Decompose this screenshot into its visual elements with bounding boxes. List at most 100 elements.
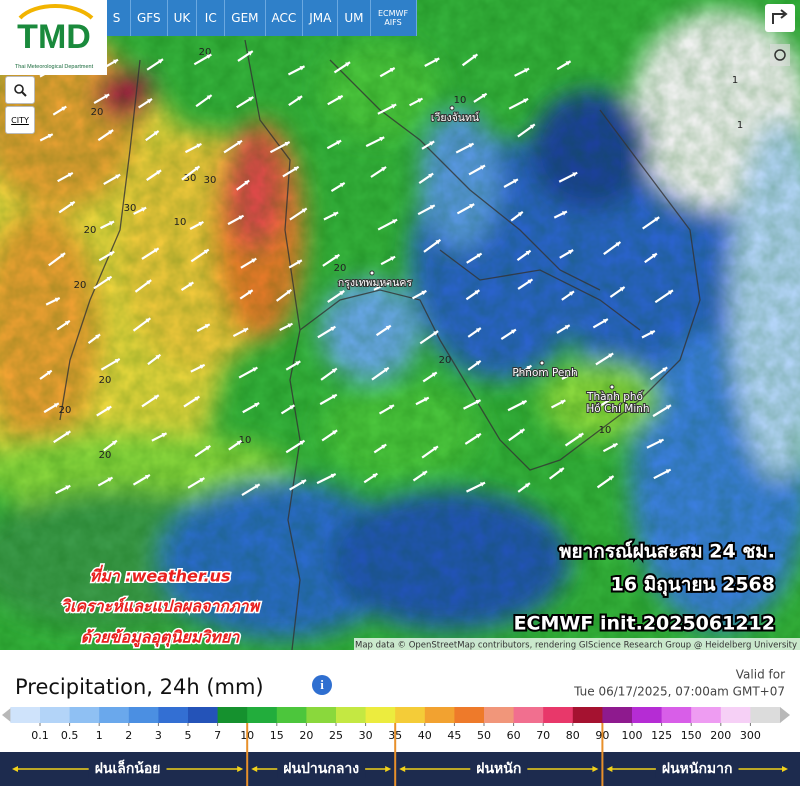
scale-label: 125 (651, 729, 672, 742)
city-toggle[interactable]: CITY (5, 106, 35, 134)
select-button[interactable] (770, 44, 790, 66)
wind-arrow-head (196, 143, 202, 149)
scale-cell (454, 707, 485, 723)
scale-cell (247, 707, 278, 723)
wind-arrow-head (46, 370, 52, 376)
model-tab[interactable]: ACC (265, 0, 304, 36)
forecast-line: 16 มิถุนายน 2568 (611, 574, 775, 597)
scale-arrow-right (780, 707, 790, 723)
wind-arrow-head (194, 396, 200, 401)
wind-arrow-head (421, 290, 427, 296)
wind-arrows (39, 50, 674, 496)
wind-arrow-head (429, 141, 435, 146)
wind-arrow-head (417, 98, 423, 103)
wind-arrow-head (330, 473, 336, 479)
coastlines (59, 39, 701, 650)
wind-arrow-head (153, 395, 159, 400)
wind-arrow-head (158, 59, 163, 64)
wind-arrow-head (115, 174, 121, 179)
place-label: Hồ Chí Minh (586, 403, 649, 415)
wind-arrow-head (432, 446, 438, 451)
scale-cell (128, 707, 159, 723)
info-button[interactable]: i (312, 675, 332, 695)
model-tab[interactable]: UK (167, 0, 198, 36)
place-dot (609, 384, 615, 390)
model-tab[interactable]: S (103, 0, 131, 36)
wind-arrow-head (334, 254, 340, 260)
wind-arrow-head (238, 215, 244, 220)
info-icon: i (320, 677, 324, 692)
wind-arrow-head (65, 485, 71, 490)
wind-arrow-head (330, 326, 336, 332)
contour-label: 20 (91, 107, 104, 118)
scale-label: 60 (507, 729, 521, 742)
wind-arrow-head (529, 124, 535, 129)
contour-label: 20 (199, 47, 212, 58)
wind-arrow-head (381, 444, 387, 449)
share-button[interactable] (765, 4, 795, 32)
wind-arrow-head (286, 289, 292, 295)
wind-arrow-head (295, 361, 301, 366)
wind-arrow-head (64, 320, 70, 326)
wind-arrow-head (524, 483, 530, 488)
wind-arrow-head (527, 279, 533, 284)
scale-label: 50 (477, 729, 491, 742)
wind-arrow-head (654, 217, 660, 222)
place-label: Thành phố (586, 391, 643, 403)
wind-arrow-head (336, 140, 342, 145)
scale-cell (484, 707, 515, 723)
model-tab[interactable]: GFS (131, 0, 168, 36)
contour-label: 30 (204, 175, 217, 186)
scale-cell (365, 707, 396, 723)
scale-label: 200 (710, 729, 731, 742)
category-label: ฝนปานกลาง (283, 761, 359, 777)
wind-arrow-head (658, 439, 664, 444)
wind-arrow-head (619, 286, 625, 292)
wind-arrow-head (480, 165, 486, 170)
wind-arrow-head (476, 253, 482, 258)
map[interactable]: 20 20 30 30 20 20 30 10 20 20 20 10 20 20 10 10 1 1 กรุงเ… (0, 0, 800, 650)
wind-arrow-head (392, 219, 398, 224)
wind-arrow-head (53, 403, 59, 408)
wind-arrow-head (521, 400, 527, 405)
wind-arrow-head (296, 260, 302, 265)
contour-label: 10 (454, 95, 467, 106)
wind-arrow-head (236, 440, 242, 446)
wind-arrow-head (254, 484, 260, 489)
wind-arrow-head (480, 482, 486, 487)
model-tab[interactable]: GEM (225, 0, 266, 36)
contour-label: 20 (334, 263, 347, 274)
scale-label: 70 (536, 729, 550, 742)
wind-arrow-head (475, 399, 481, 405)
wind-arrow-head (204, 324, 210, 329)
model-tab[interactable]: ECMWF AIFS (370, 0, 417, 36)
wind-arrow-head (472, 54, 478, 59)
scale-label: 25 (329, 729, 343, 742)
wind-arrow-head (388, 405, 394, 410)
wind-arrow-head (429, 205, 435, 210)
model-tab[interactable]: JMA (303, 0, 339, 36)
wind-arrow-head (243, 328, 249, 333)
source-line: ที่มา :weather.us (90, 565, 231, 586)
wind-arrow-head (431, 372, 437, 377)
logo-art: TMD Thai Meteorological Department (15, 4, 94, 70)
wind-arrow-head (345, 62, 351, 67)
contour-label: 10 (599, 425, 612, 436)
wind-arrow-head (565, 61, 571, 66)
model-tab[interactable]: UM (338, 0, 371, 36)
model-tab[interactable]: IC (197, 0, 226, 36)
attribution-bg (354, 638, 800, 650)
scale-cell (750, 707, 781, 723)
wind-arrow-head (615, 242, 621, 247)
wind-arrow-head (69, 201, 75, 207)
wind-arrow-head (383, 367, 389, 373)
contour-label: 20 (74, 280, 87, 291)
wind-arrow-head (188, 282, 194, 287)
place-labels: กรุงเทพมหานคร เวียงจันทน์ Phnom Penh Thành … (337, 105, 651, 416)
wind-arrow-head (54, 297, 60, 303)
forecast-text: พยากรณ์ฝนสะสม 24 ชม. 16 มิถุนายน 2568 ECMW… (512, 539, 777, 637)
zoom-button[interactable] (5, 76, 35, 104)
wind-arrow-head (481, 93, 487, 99)
scale-cell (395, 707, 426, 723)
place-dot (369, 270, 375, 276)
